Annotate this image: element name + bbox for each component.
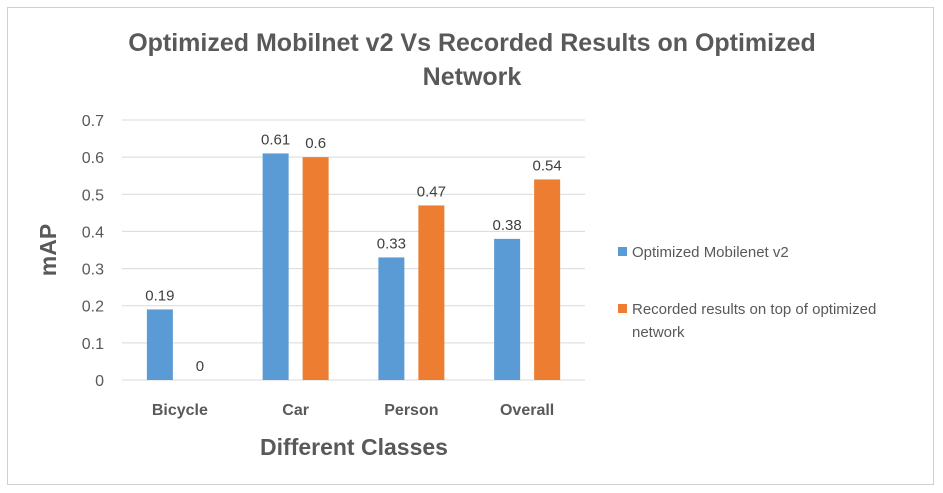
y-tick-label: 0.3 bbox=[82, 262, 104, 279]
bar-series-2 bbox=[302, 157, 329, 380]
bar-series-1 bbox=[262, 153, 289, 380]
x-category-label: Overall bbox=[500, 402, 554, 419]
data-label-series-2: 0 bbox=[196, 358, 204, 375]
legend-swatch-series-2 bbox=[618, 304, 627, 313]
y-tick-label: 0.6 bbox=[82, 150, 104, 167]
chart-frame bbox=[7, 7, 934, 485]
x-category-label: Car bbox=[282, 402, 309, 419]
data-labels: 0.19 0 0.61 0.6 0.33 0.47 0.38 0.54 bbox=[145, 131, 561, 375]
y-tick-label: 0.1 bbox=[82, 336, 104, 353]
x-axis-categories: Bicycle Car Person Overall bbox=[152, 402, 554, 419]
y-tick-label: 0.4 bbox=[82, 224, 104, 241]
y-axis-ticks: 0 0.1 0.2 0.3 0.4 0.5 0.6 0.7 bbox=[82, 113, 104, 390]
bars bbox=[146, 153, 561, 380]
y-tick-label: 0.2 bbox=[82, 299, 104, 316]
bar-series-2 bbox=[418, 205, 445, 380]
x-category-label: Person bbox=[384, 402, 438, 419]
legend-label-series-2-line-1: Recorded results on top of optimized bbox=[632, 301, 876, 318]
legend-label-series-2-line-2: network bbox=[632, 324, 685, 341]
bar-series-1 bbox=[494, 238, 521, 380]
data-label-series-1: 0.61 bbox=[261, 131, 290, 148]
bar-series-1 bbox=[378, 257, 405, 380]
y-tick-label: 0.7 bbox=[82, 113, 104, 130]
data-label-series-2: 0.47 bbox=[417, 183, 446, 200]
y-tick-label: 0.5 bbox=[82, 187, 104, 204]
x-category-label: Bicycle bbox=[152, 402, 208, 419]
x-axis-title: Different Classes bbox=[260, 434, 448, 460]
chart-title-line-1: Optimized Mobilnet v2 Vs Recorded Result… bbox=[128, 29, 816, 57]
data-label-series-1: 0.33 bbox=[377, 235, 406, 252]
legend: Optimized Mobilenet v2 Recorded results … bbox=[618, 244, 876, 341]
bar-series-2 bbox=[534, 179, 561, 380]
legend-label-series-1: Optimized Mobilenet v2 bbox=[632, 244, 789, 261]
y-axis-title: mAP bbox=[35, 224, 61, 276]
data-label-series-1: 0.38 bbox=[493, 217, 522, 234]
chart-title-line-2: Network bbox=[423, 63, 522, 91]
data-label-series-2: 0.54 bbox=[533, 157, 562, 174]
data-label-series-2: 0.6 bbox=[305, 135, 326, 152]
legend-swatch-series-1 bbox=[618, 247, 627, 256]
data-label-series-1: 0.19 bbox=[145, 287, 174, 304]
bar-series-1 bbox=[146, 309, 173, 380]
y-tick-label: 0 bbox=[95, 373, 104, 390]
